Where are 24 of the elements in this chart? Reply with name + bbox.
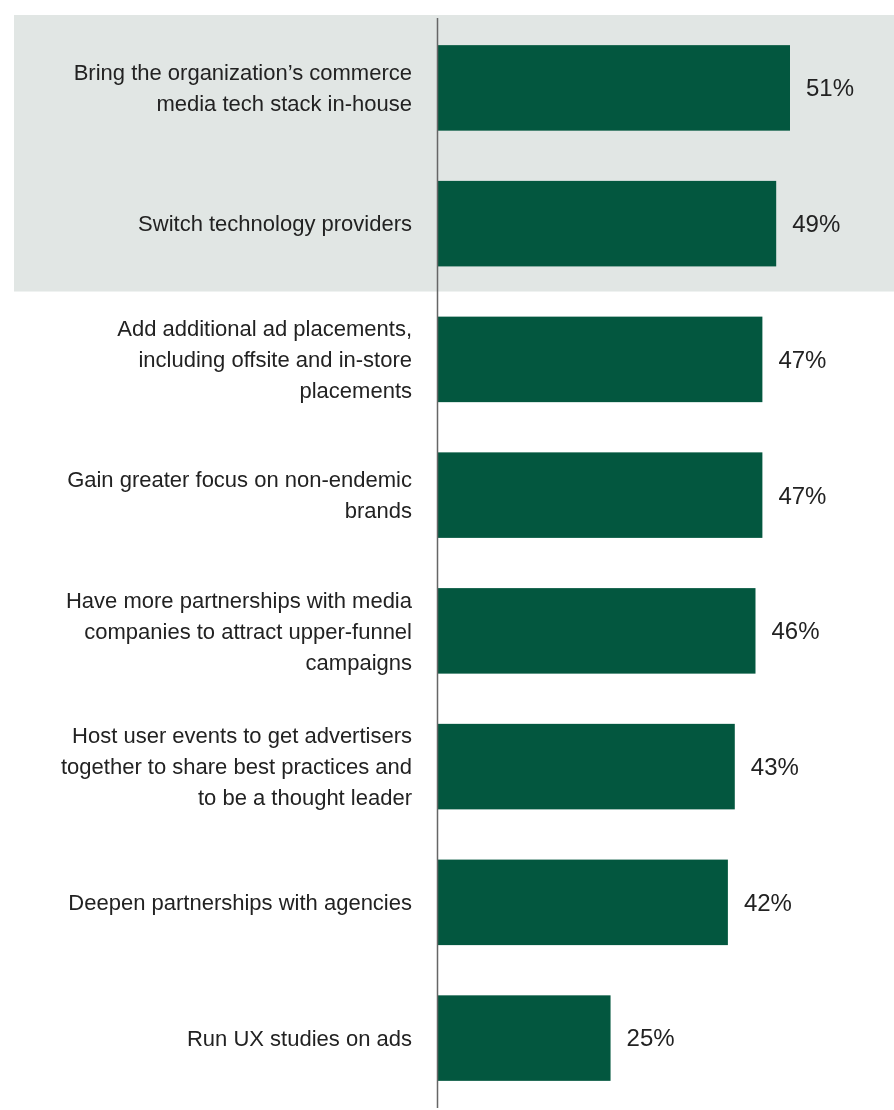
data-label: 47% (778, 345, 827, 373)
data-label: 51% (806, 74, 855, 102)
data-label: 46% (771, 617, 820, 645)
bar (438, 45, 790, 131)
y-tick-label: Host user events to get advertisers together to share best practices and to be a thought leader (61, 723, 412, 811)
bar (438, 180, 777, 267)
y-tick-label: Gain greater focus on non-endemic brands (67, 467, 412, 524)
data-label: 42% (743, 888, 792, 916)
y-tick-label: Switch technology providers (138, 211, 412, 237)
y-tick-label: Run UX studies on ads (186, 1025, 412, 1051)
bar (438, 452, 763, 538)
bar (438, 859, 728, 946)
y-tick-label: Add additional ad placements, including offsite and in-store placements (117, 316, 412, 404)
bar (438, 588, 756, 674)
y-tick-label: Have more partnerships with media companies to attract upper-funnel campaigns (65, 587, 413, 675)
data-label: 49% (792, 210, 841, 238)
data-label: 47% (778, 481, 827, 509)
y-tick-label: Bring the organization’s commerce media tech stack in-house (73, 60, 412, 117)
bar (438, 995, 611, 1081)
y-tick-label: Deepen partnerships with agencies (68, 890, 412, 916)
data-label: 25% (626, 1024, 675, 1052)
bar (438, 723, 735, 810)
data-label: 43% (750, 753, 799, 781)
bar (438, 316, 763, 403)
